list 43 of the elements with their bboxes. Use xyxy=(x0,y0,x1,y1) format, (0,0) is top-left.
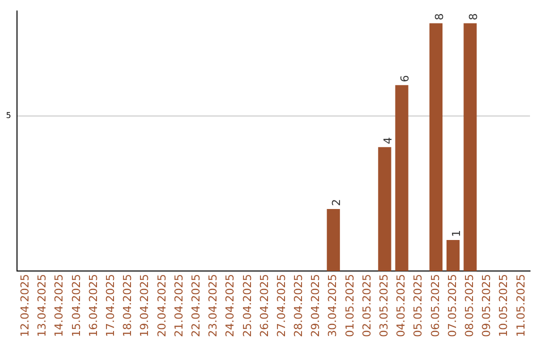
x-tick-label: 29.04.2025 xyxy=(309,274,322,338)
data-label: 6 xyxy=(398,75,412,82)
x-tick-label: 22.04.2025 xyxy=(189,274,202,338)
bar xyxy=(446,240,460,272)
bar xyxy=(464,23,477,272)
x-tick-label: 23.04.2025 xyxy=(206,274,220,338)
data-label: 8 xyxy=(467,13,480,20)
y-tick-label: 5 xyxy=(6,111,12,120)
x-tick-label: 11.05.2025 xyxy=(514,274,528,338)
bar xyxy=(378,147,392,272)
x-tick-label: 02.05.2025 xyxy=(360,274,374,338)
x-tick-label: 27.04.2025 xyxy=(274,274,288,338)
data-label: 8 xyxy=(432,13,446,20)
x-tick-label: 06.05.2025 xyxy=(428,274,442,338)
x-tick-label: 12.04.2025 xyxy=(18,274,32,338)
x-tick-label: 04.05.2025 xyxy=(394,274,408,338)
x-tick-label: 30.04.2025 xyxy=(326,274,340,338)
data-label: 1 xyxy=(450,230,463,238)
bar xyxy=(429,23,443,272)
x-tick-label: 13.04.2025 xyxy=(36,274,49,338)
x-tick-label: 26.04.2025 xyxy=(258,274,271,338)
bar xyxy=(395,85,408,272)
x-tick-label: 25.04.2025 xyxy=(240,274,254,338)
x-tick-label: 05.05.2025 xyxy=(412,274,425,338)
data-label: 4 xyxy=(382,137,395,144)
x-tick-label: 03.05.2025 xyxy=(378,274,391,338)
x-tick-label: 16.04.2025 xyxy=(86,274,100,338)
x-tick-label: 19.04.2025 xyxy=(138,274,152,338)
x-tick-label: 21.04.2025 xyxy=(172,274,186,338)
x-tick-label: 24.04.2025 xyxy=(224,274,237,338)
x-tick-label: 15.04.2025 xyxy=(70,274,83,338)
x-tick-label: 07.05.2025 xyxy=(446,274,459,338)
x-tick-label: 08.05.2025 xyxy=(463,274,476,338)
x-tick-label: 14.04.2025 xyxy=(52,274,66,338)
x-tick-label: 18.04.2025 xyxy=(121,274,134,338)
bar xyxy=(326,209,340,272)
x-tick-label: 20.04.2025 xyxy=(155,274,168,338)
x-tick-label: 28.04.2025 xyxy=(292,274,306,338)
x-tick-label: 17.04.2025 xyxy=(104,274,117,338)
x-tick-label: 09.05.2025 xyxy=(480,274,494,338)
data-label: 2 xyxy=(330,199,344,206)
x-tick-label: 01.05.2025 xyxy=(343,274,356,338)
x-tick-label: 10.05.2025 xyxy=(497,274,510,338)
